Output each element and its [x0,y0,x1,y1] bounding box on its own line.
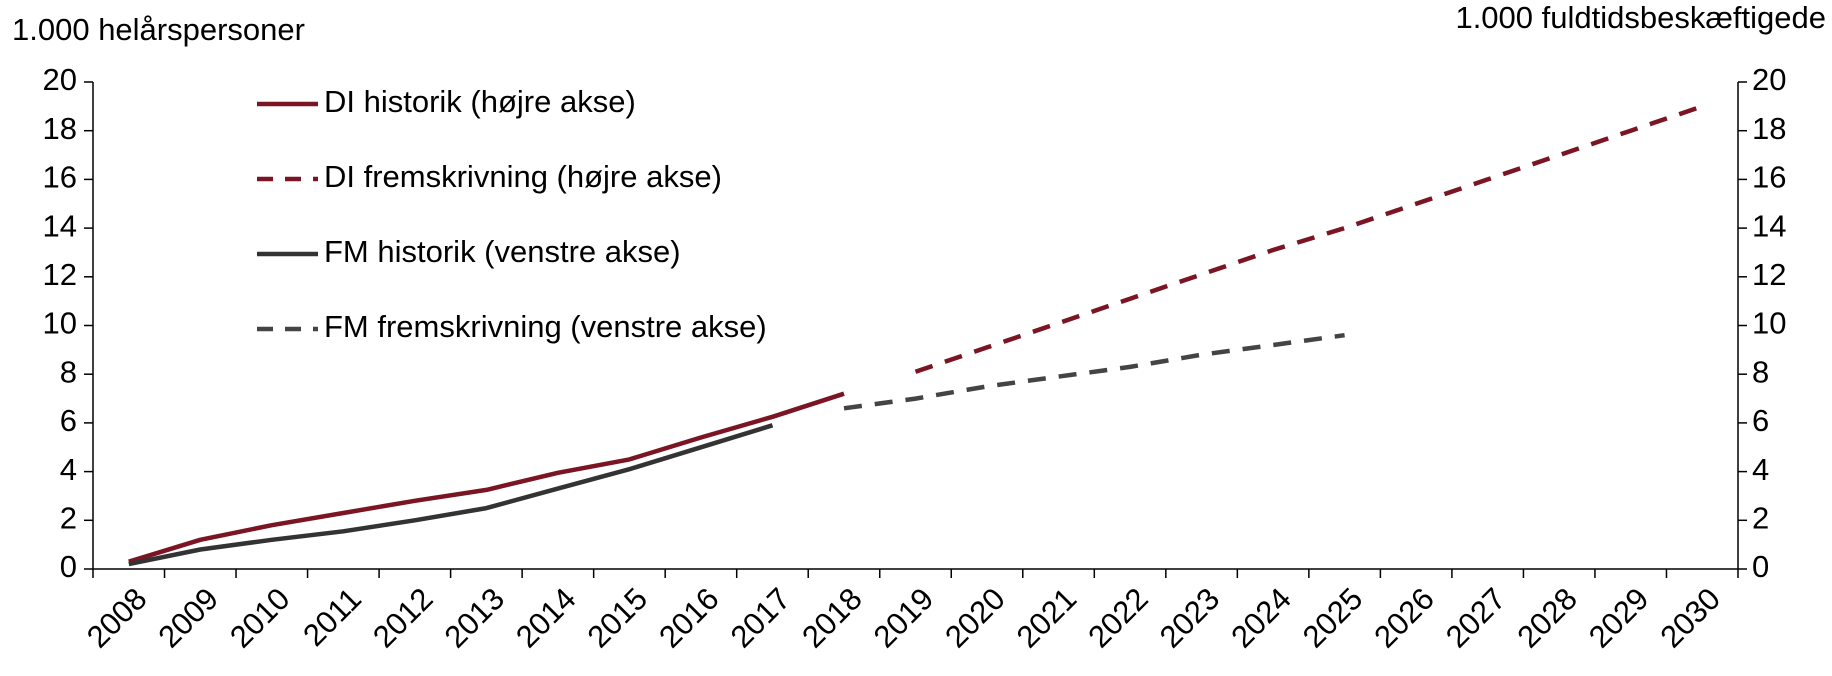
x-tick-label: 2010 [223,581,297,655]
y2-tick-label: 12 [1752,257,1786,292]
x-tick-label: 2012 [366,581,440,655]
series-line [128,423,774,567]
y-tick-label: 8 [60,354,77,389]
x-tick-label: 2018 [795,581,869,655]
x-tick-label: 2022 [1081,581,1155,655]
y2-tick-label: 6 [1752,403,1769,438]
y-tick-label: 6 [60,403,77,438]
y-tick-label: 4 [60,452,77,487]
x-tick-label: 2017 [724,581,798,655]
x-tick-label: 2011 [296,581,368,653]
x-tick-label: 2013 [438,581,512,655]
legend-label: FM fremskrivning (venstre akse) [324,309,767,344]
x-tick-label: 2009 [152,581,226,655]
x-tick-label: 2015 [581,581,655,655]
x-tick-label: 2020 [938,581,1012,655]
x-tick-label: 2025 [1296,581,1370,655]
y-tick-label: 12 [43,257,77,292]
x-tick-label: 2027 [1439,581,1513,655]
y-tick-label: 14 [43,208,77,243]
y-tick-label: 0 [60,549,77,584]
x-tick-label: 2028 [1510,581,1584,655]
y2-tick-label: 14 [1752,208,1786,243]
legend-label: DI historik (højre akse) [324,84,636,119]
x-tick-label: 2029 [1582,581,1656,655]
series-line [128,391,845,564]
x-tick-label: 2008 [80,581,154,655]
series-line [914,104,1703,374]
x-tick-label: 2019 [867,581,941,655]
y2-tick-label: 8 [1752,354,1769,389]
x-tick-label: 2021 [1010,581,1084,655]
y2-tick-label: 2 [1752,500,1769,535]
x-tick-label: 2016 [652,581,726,655]
y2-axis-title: 1.000 fuldtidsbeskæftigede [1455,0,1826,35]
legend-label: DI fremskrivning (højre akse) [324,159,722,194]
y2-tick-label: 18 [1752,111,1786,146]
y-tick-label: 2 [60,500,77,535]
y2-tick-label: 16 [1752,160,1786,195]
legend-label: FM historik (venstre akse) [324,234,681,269]
x-tick-label: 2026 [1367,581,1441,655]
y-axis-title: 1.000 helårspersoner [12,12,305,47]
y2-tick-label: 20 [1752,62,1786,97]
x-tick-label: 2030 [1653,581,1727,655]
series-line [843,332,1345,411]
y-tick-label: 16 [43,160,77,195]
x-tick-label: 2023 [1153,581,1227,655]
y-tick-label: 20 [43,62,77,97]
x-tick-label: 2014 [509,581,583,655]
y-tick-label: 10 [43,306,77,341]
x-tick-label: 2024 [1224,581,1298,655]
y2-tick-label: 4 [1752,452,1769,487]
y2-tick-label: 10 [1752,306,1786,341]
y-tick-label: 18 [43,111,77,146]
y2-tick-label: 0 [1752,549,1769,584]
